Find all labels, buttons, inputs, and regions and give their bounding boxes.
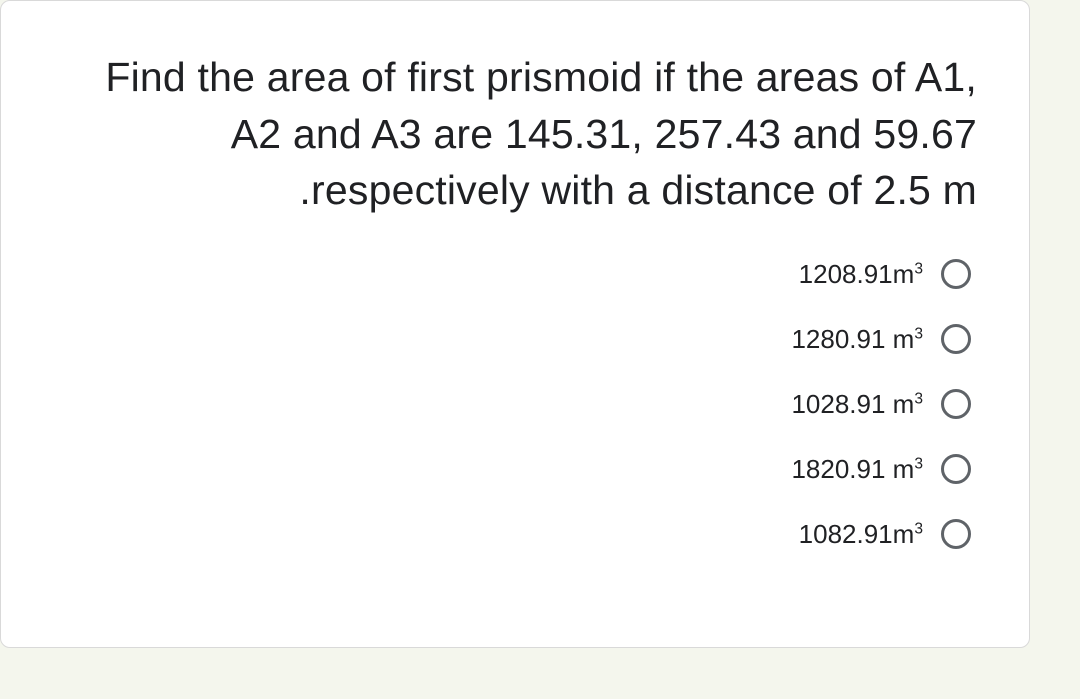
- radio-icon[interactable]: [941, 259, 971, 289]
- question-text: Find the area of first prismoid if the a…: [53, 49, 977, 219]
- radio-icon[interactable]: [941, 454, 971, 484]
- radio-icon[interactable]: [941, 389, 971, 419]
- option-row-0[interactable]: 1208.91m3: [799, 259, 971, 290]
- option-row-1[interactable]: 1280.91 m3: [791, 324, 971, 355]
- option-label: 1280.91 m3: [791, 324, 923, 355]
- option-label: 1082.91m3: [799, 519, 923, 550]
- option-label: 1028.91 m3: [791, 389, 923, 420]
- radio-icon[interactable]: [941, 324, 971, 354]
- options-group: 1208.91m3 1280.91 m3 1028.91 m3 1820.91 …: [53, 259, 977, 550]
- option-row-3[interactable]: 1820.91 m3: [791, 454, 971, 485]
- option-label: 1208.91m3: [799, 259, 923, 290]
- option-label: 1820.91 m3: [791, 454, 923, 485]
- radio-icon[interactable]: [941, 519, 971, 549]
- option-row-2[interactable]: 1028.91 m3: [791, 389, 971, 420]
- question-card: Find the area of first prismoid if the a…: [0, 0, 1030, 648]
- option-row-4[interactable]: 1082.91m3: [799, 519, 971, 550]
